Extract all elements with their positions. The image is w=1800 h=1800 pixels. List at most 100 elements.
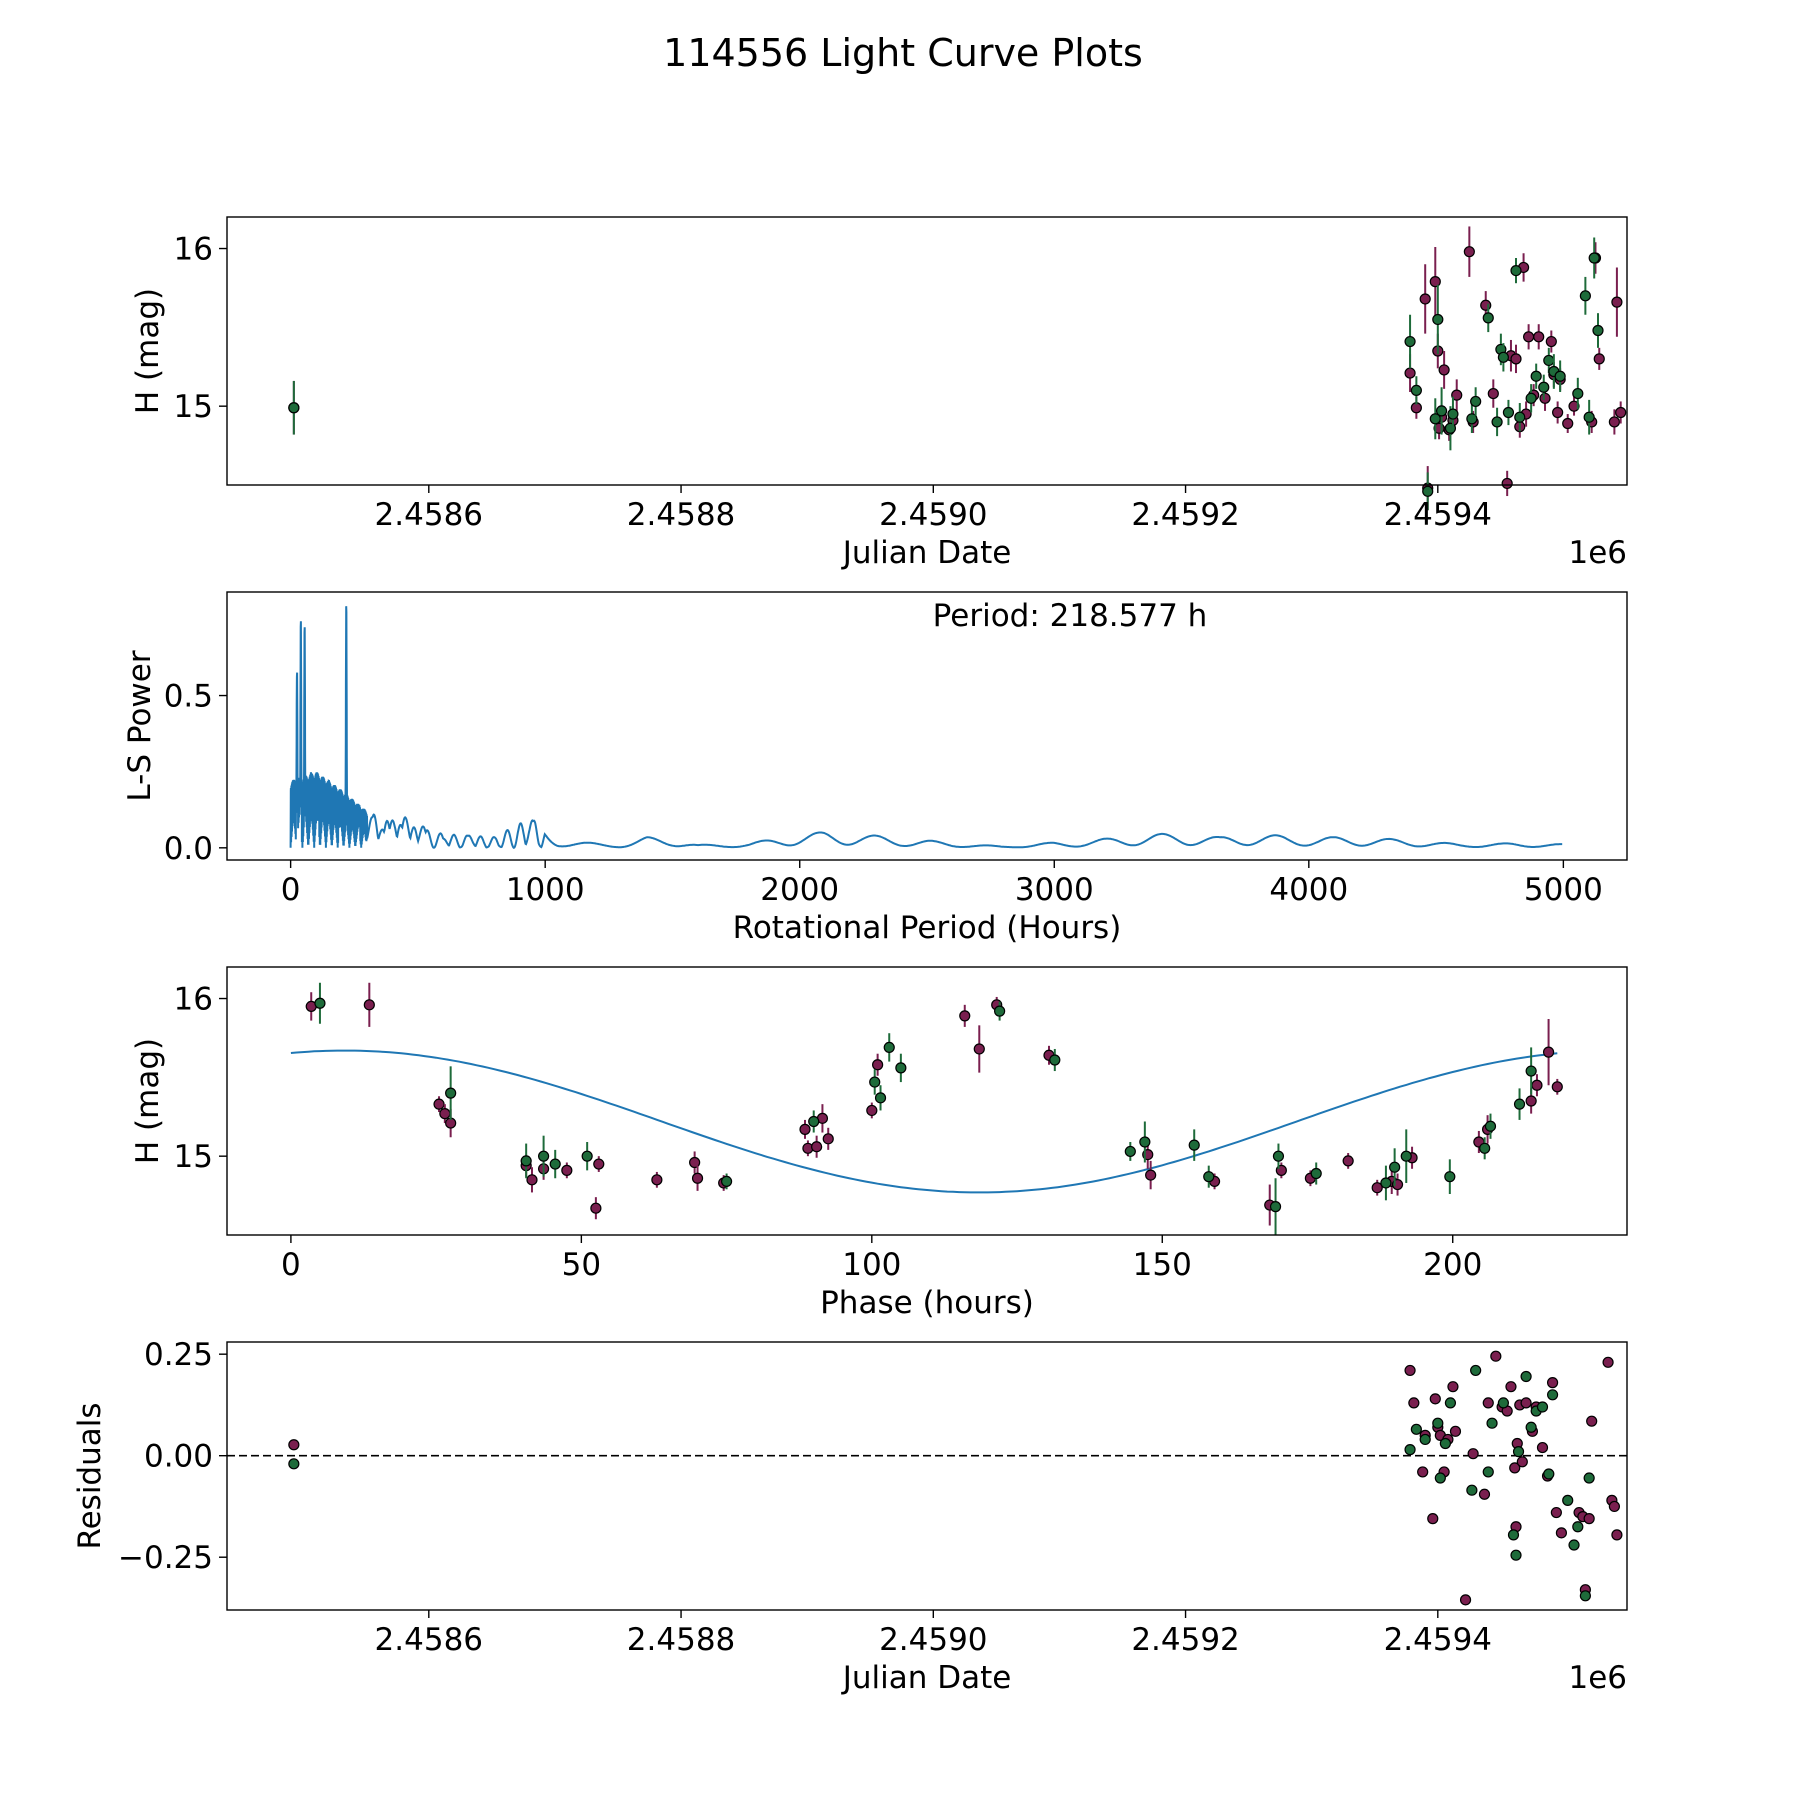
phased-model-curve	[290, 1049, 1558, 1194]
lightcurve-offset-text: 1e6	[1568, 535, 1627, 571]
lightcurve-ytick-label: 15	[174, 389, 213, 425]
phased-point	[1124, 1145, 1136, 1158]
figure-title: 114556 Light Curve Plots	[663, 31, 1143, 75]
residuals-xtick-label: 2.4592	[1131, 1622, 1239, 1658]
lightcurve-point	[1404, 367, 1416, 379]
phased-point	[883, 1041, 895, 1054]
phased-point	[1188, 1139, 1200, 1151]
phased-point	[439, 1108, 451, 1120]
lightcurve-point	[288, 402, 300, 414]
residuals-point	[1470, 1364, 1482, 1377]
phased-point	[1139, 1136, 1151, 1148]
lightcurve-point	[1501, 477, 1513, 490]
residuals-point	[1459, 1594, 1472, 1606]
phased-point	[1389, 1161, 1401, 1173]
lightcurve-point	[1539, 392, 1551, 404]
lightcurve-xtick-label: 2.4590	[879, 497, 987, 533]
periodogram-ytick-label: 0.5	[164, 679, 213, 715]
residuals-point	[1417, 1466, 1429, 1478]
phased-point	[691, 1172, 704, 1184]
phased-point	[526, 1174, 538, 1186]
lightcurve-point	[1491, 416, 1503, 428]
phased-ytick-label: 15	[174, 1139, 213, 1175]
lightcurve-series-0	[288, 226, 1627, 511]
lightcurve-point	[1502, 406, 1515, 419]
phased-ytick-label: 16	[174, 982, 213, 1018]
residuals-point	[288, 1458, 300, 1470]
periodogram-xtick-label: 5000	[1524, 872, 1603, 908]
lightcurve-point	[1419, 293, 1431, 305]
phased-point	[1272, 1150, 1285, 1162]
residuals-point	[1478, 1488, 1491, 1500]
lightcurve-point	[1463, 246, 1475, 258]
lightcurve-point	[1568, 400, 1580, 412]
phased-point	[895, 1062, 907, 1074]
phased-point	[1380, 1177, 1392, 1189]
phased-point	[1542, 1046, 1555, 1058]
phased-point	[1525, 1065, 1537, 1077]
lightcurve-point	[1588, 252, 1600, 264]
residuals-point	[1482, 1397, 1494, 1409]
panels: 2.4586 2.4588 2.4590 2.4592 2.4594 15 16 Julian…	[72, 216, 1628, 1696]
residuals-point	[1586, 1415, 1598, 1427]
residuals-point	[1439, 1437, 1451, 1450]
residuals-point	[1562, 1494, 1574, 1506]
phased-point	[1444, 1171, 1456, 1183]
phased-point	[1513, 1098, 1526, 1110]
lightcurve-point	[1404, 335, 1416, 348]
phased-xtick-label: 100	[842, 1247, 901, 1283]
lightcurve-point	[1447, 408, 1459, 420]
lightcurve-point	[1572, 387, 1584, 400]
residuals-xtick-label: 2.4588	[627, 1622, 735, 1658]
residuals-point	[1550, 1506, 1562, 1519]
residuals-point	[1546, 1389, 1559, 1401]
phased-plot-area	[290, 982, 1563, 1235]
phased-point	[1371, 1182, 1383, 1194]
periodogram-xtick-label: 2000	[760, 872, 839, 908]
residuals-point	[1404, 1444, 1416, 1456]
phased-xtick-label: 150	[1133, 1247, 1192, 1283]
phased-point	[799, 1123, 811, 1135]
periodogram-plot-area: Period: 218.577 h	[289, 598, 1563, 849]
residuals-xtick-label: 2.4586	[375, 1622, 483, 1658]
residuals-point	[288, 1439, 300, 1451]
phased-point	[994, 1005, 1006, 1017]
phased-point	[1525, 1095, 1537, 1107]
residuals-point	[1583, 1472, 1595, 1484]
phased-point	[720, 1175, 733, 1188]
residuals-point	[1555, 1527, 1568, 1539]
phased-point	[593, 1158, 605, 1170]
residuals-point	[1579, 1590, 1591, 1602]
phased-series-0	[305, 982, 1563, 1226]
residuals-ytick-label: −0.25	[118, 1540, 213, 1576]
lightcurve-point	[1523, 331, 1535, 343]
residuals-point	[1512, 1446, 1525, 1458]
periodogram-xtick-label: 0	[281, 872, 301, 908]
residuals-point	[1486, 1417, 1498, 1429]
residuals-point	[1536, 1441, 1549, 1454]
lightcurve-point	[1615, 406, 1627, 419]
residuals-series-0	[288, 1350, 1623, 1606]
residuals-point	[1432, 1417, 1444, 1429]
phased-point	[549, 1158, 561, 1170]
residuals-offset-text: 1e6	[1568, 1660, 1627, 1696]
lightcurve-series-1	[288, 237, 1604, 511]
lightcurve-point	[1429, 276, 1441, 288]
phased-point	[869, 1076, 881, 1088]
phased-point	[1400, 1150, 1412, 1162]
lightcurve-point	[1592, 324, 1604, 337]
lightcurve-point	[1608, 416, 1620, 428]
residuals-point	[1467, 1448, 1479, 1460]
residuals-point	[1447, 1381, 1459, 1393]
residuals-point	[1543, 1468, 1555, 1480]
phased-point	[1551, 1081, 1563, 1093]
residuals-point	[1536, 1401, 1549, 1413]
residuals-point	[1444, 1397, 1457, 1409]
periodogram-power-line	[289, 606, 1563, 849]
lightcurve-point	[1470, 395, 1482, 408]
residuals-point	[1611, 1529, 1623, 1541]
residuals-point	[1404, 1364, 1416, 1377]
phased-point	[363, 999, 375, 1011]
phased-point	[520, 1155, 532, 1167]
phased-point	[1203, 1171, 1215, 1183]
